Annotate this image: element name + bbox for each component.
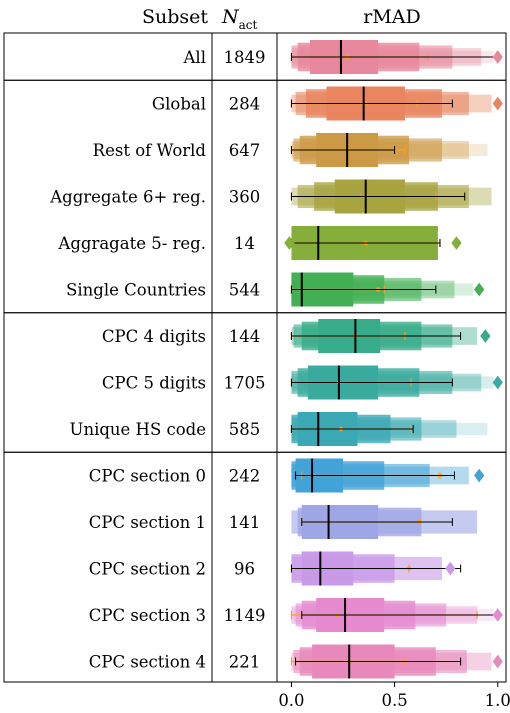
header-n-sub: act [239, 18, 258, 32]
row-10: CPC section 1 141 [89, 505, 478, 539]
group-frame [3, 451, 507, 683]
row-6: CPC 4 digits 144 [102, 319, 491, 353]
outlier-marker [284, 236, 295, 250]
row-8: Unique HS code 585 [70, 412, 488, 446]
row-label: Aggragate 5- reg. [57, 234, 206, 253]
x-tick-label: 1.0 [485, 691, 510, 710]
row-0: All 1849 [183, 40, 503, 74]
row-count: 96 [234, 560, 255, 579]
row-count: 144 [229, 327, 261, 346]
outlier-marker [480, 329, 491, 343]
outlier-marker [474, 282, 485, 297]
row-label: CPC 5 digits [102, 374, 206, 393]
outlier-marker [492, 654, 503, 669]
row-label: Global [152, 95, 206, 114]
outlier-marker [492, 375, 503, 390]
outlier-marker [451, 236, 462, 250]
outlier-marker [445, 561, 456, 576]
row-label: CPC 4 digits [102, 327, 206, 346]
row-label: CPC section 0 [89, 467, 206, 486]
header-subset: Subset [142, 6, 208, 28]
row-9: CPC section 0 242 [89, 458, 485, 493]
row-label: CPC section 3 [89, 606, 206, 625]
row-label: Rest of World [93, 141, 207, 160]
outlier-marker [492, 608, 503, 622]
x-tick-label: 0.5 [381, 691, 407, 710]
x-tick-label: 0.0 [278, 691, 304, 710]
row-count: 1849 [224, 48, 266, 67]
row-count: 585 [229, 420, 261, 439]
row-1: Global 284 [152, 86, 503, 121]
row-11: CPC section 2 96 [89, 551, 462, 586]
row-label: Aggregate 6+ reg. [49, 188, 206, 207]
row-count: 284 [229, 95, 261, 114]
row-12: CPC section 3 1149 [89, 598, 503, 632]
outlier-marker [474, 468, 485, 483]
row-7: CPC 5 digits 1705 [102, 365, 503, 400]
row-2: Rest of World 647 [93, 133, 488, 167]
header-rmad: rMAD [363, 6, 421, 28]
row-count: 141 [229, 513, 261, 532]
row-label: All [183, 48, 206, 67]
row-count: 14 [234, 234, 255, 253]
row-13: CPC section 4 221 [89, 644, 503, 679]
header-n-act: Nact [221, 6, 258, 32]
header-n-main: N [221, 6, 240, 28]
plot-area: All 1849 Global 284 Rest of World 647 Aggregat… [3, 32, 510, 710]
row-label: CPC section 4 [89, 653, 206, 672]
row-count: 360 [229, 188, 261, 207]
row-count: 242 [229, 467, 261, 486]
row-4: Aggragate 5- reg. 14 [57, 226, 462, 260]
outlier-marker [492, 50, 503, 64]
row-3: Aggregate 6+ reg. 360 [49, 179, 492, 214]
row-label: CPC section 2 [89, 560, 206, 579]
row-count: 647 [229, 141, 261, 160]
row-count: 1149 [224, 606, 266, 625]
row-count: 544 [229, 281, 261, 300]
row-label: Single Countries [66, 281, 206, 300]
outlier-marker [492, 96, 503, 111]
row-5: Single Countries 544 [66, 272, 485, 307]
row-label: CPC section 1 [89, 513, 206, 532]
row-count: 221 [229, 653, 261, 672]
row-label: Unique HS code [70, 420, 206, 439]
row-count: 1705 [224, 374, 266, 393]
